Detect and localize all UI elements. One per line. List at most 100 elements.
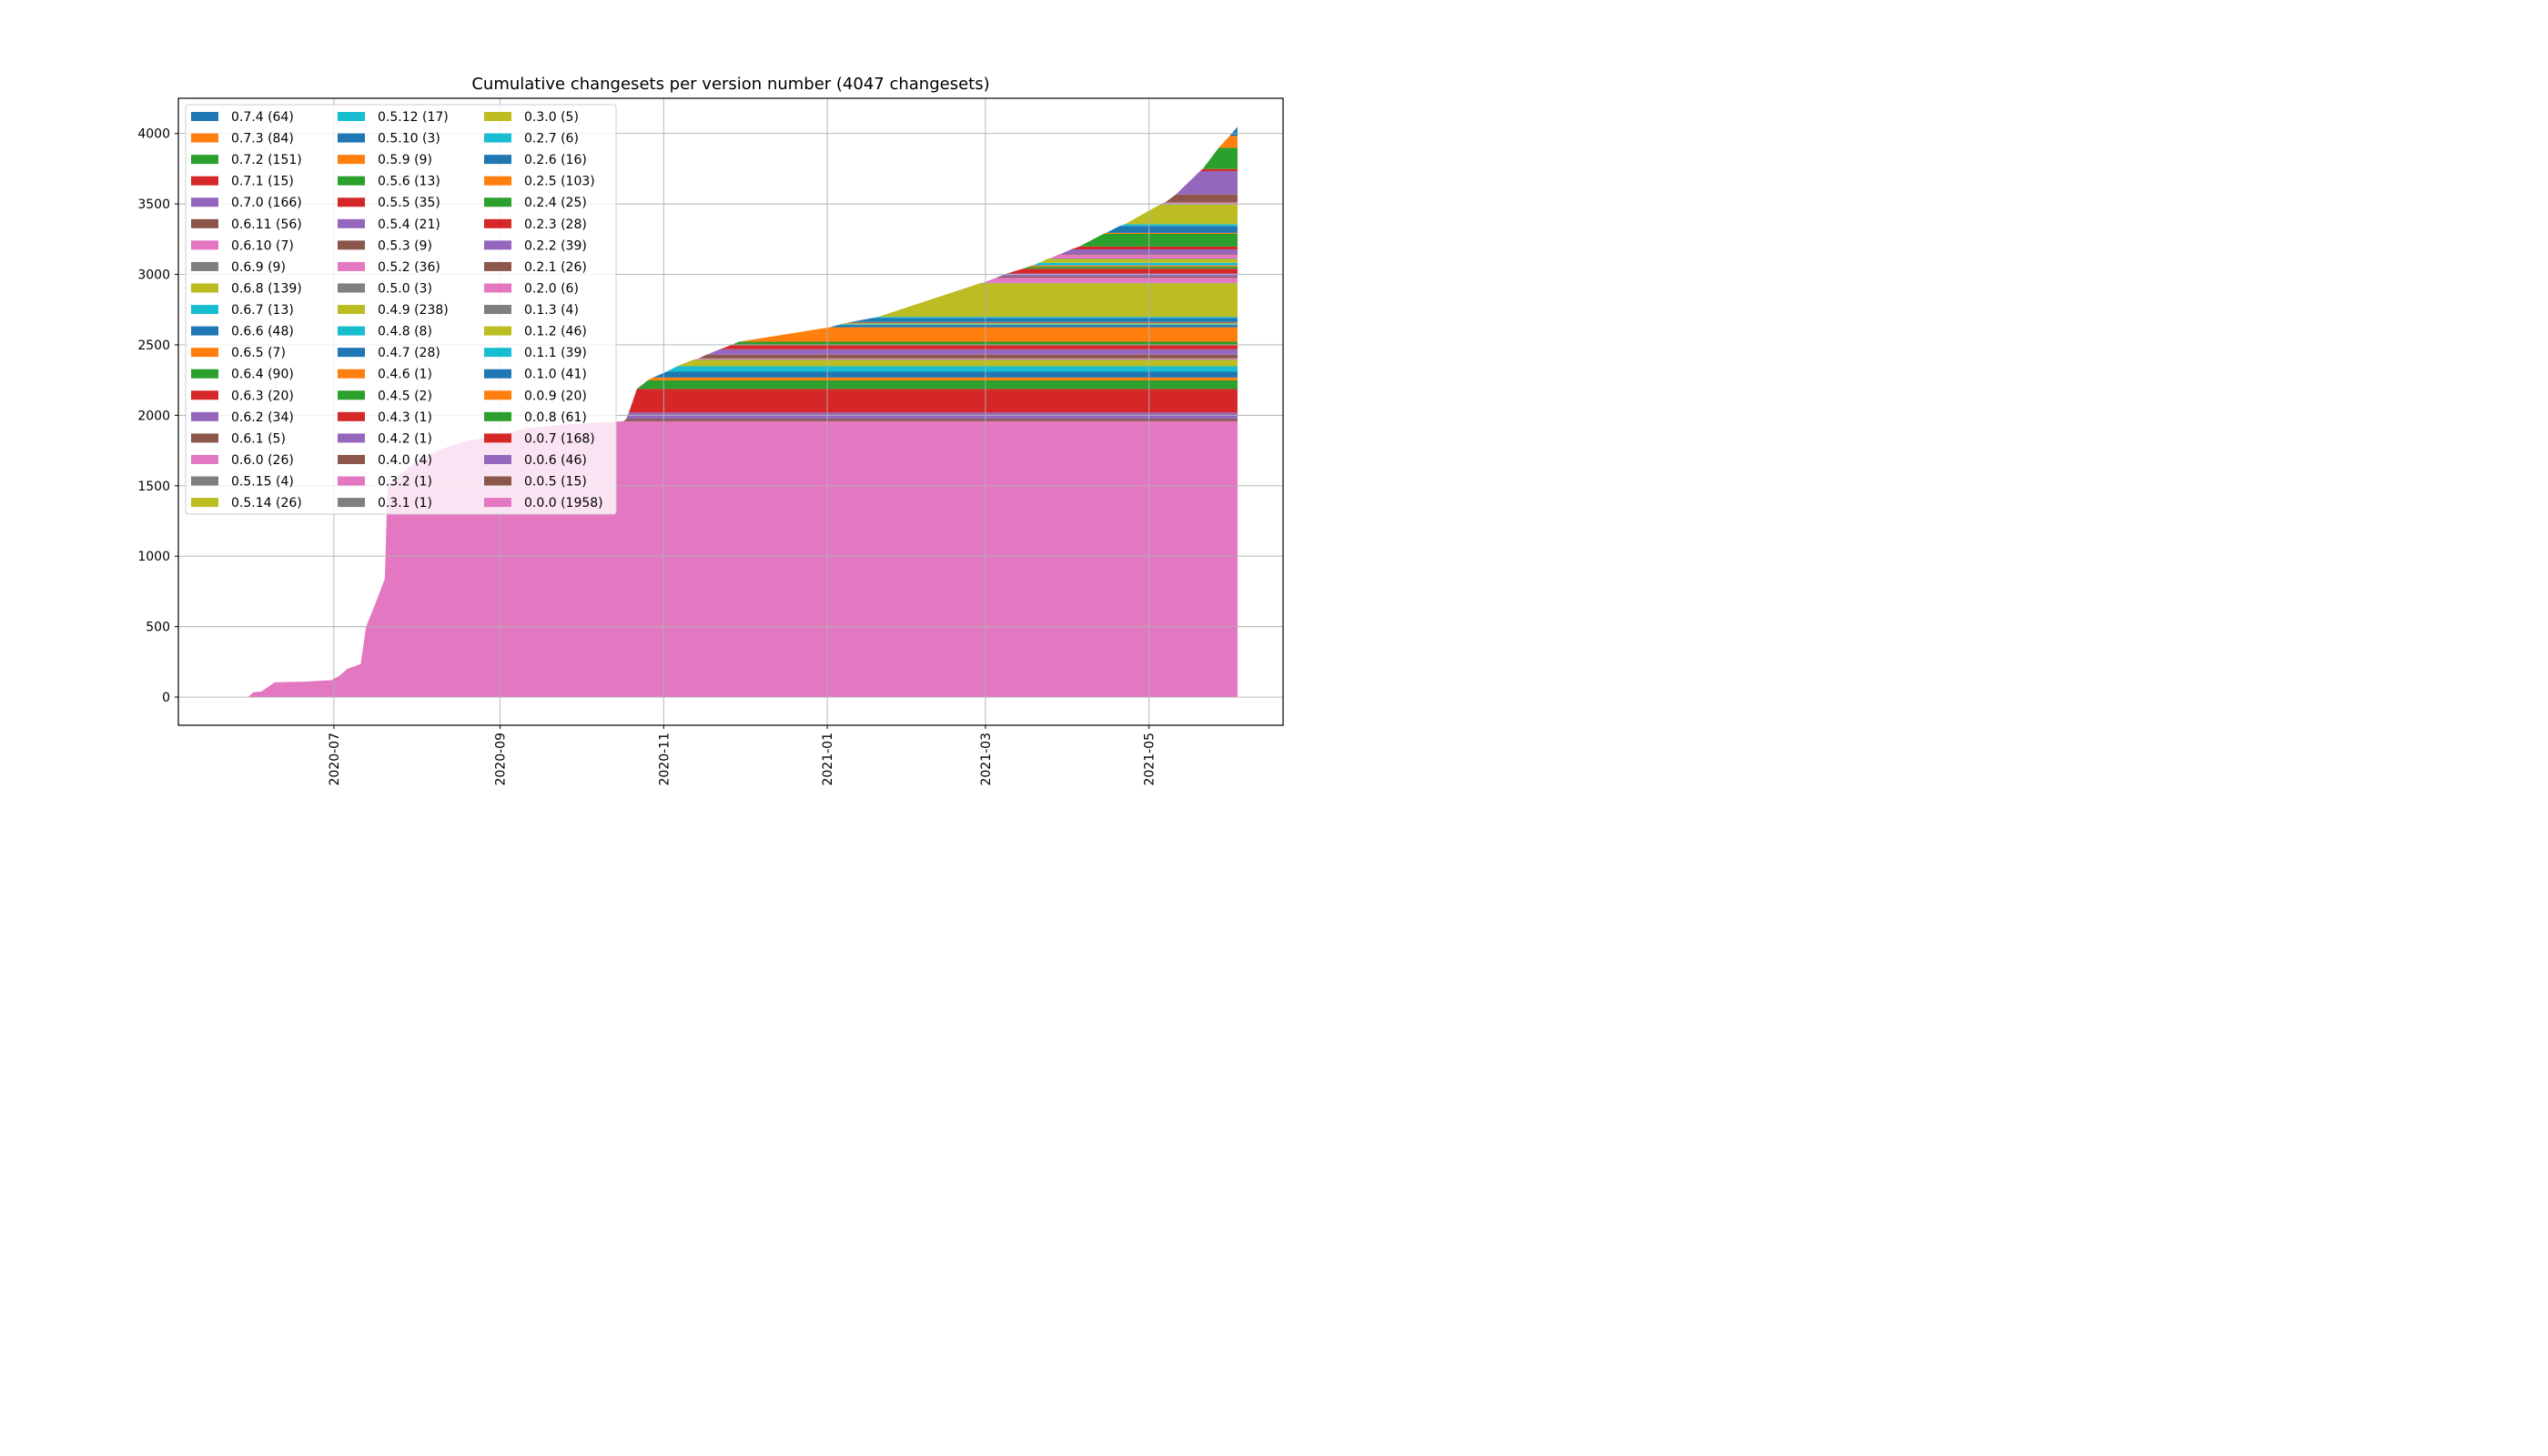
legend-label: 0.5.15 (4): [231, 475, 294, 490]
x-tick-label: 2020-11: [657, 733, 672, 786]
legend-label: 0.4.2 (1): [378, 431, 432, 446]
legend-swatch: [338, 305, 365, 315]
legend-swatch: [191, 176, 218, 186]
legend-label: 0.0.9 (20): [524, 389, 587, 403]
area-series-0.6.11: [1162, 194, 1238, 204]
legend-label: 0.5.9 (9): [378, 153, 432, 167]
legend-swatch: [484, 283, 511, 293]
legend-swatch: [191, 411, 218, 421]
legend-label: 0.5.2 (36): [378, 260, 440, 275]
legend-swatch: [191, 390, 218, 400]
legend-swatch: [338, 176, 365, 186]
legend-label: 0.5.10 (3): [378, 132, 440, 147]
legend-label: 0.6.11 (56): [231, 217, 302, 232]
area-series-0.5.12: [1031, 262, 1238, 266]
legend-swatch: [338, 454, 365, 464]
area-series-0.6.7: [1117, 224, 1238, 228]
area-series-0.0.6: [623, 412, 1238, 421]
area-series-0.7.2: [1199, 147, 1238, 172]
legend-label: 0.5.14 (26): [231, 496, 302, 511]
legend-swatch: [191, 348, 218, 358]
legend-swatch: [191, 369, 218, 379]
legend-label: 0.2.7 (6): [524, 132, 579, 147]
legend-swatch: [191, 498, 218, 508]
y-tick-label: 2500: [137, 339, 170, 353]
x-tick-label: 2021-05: [1143, 733, 1158, 786]
legend-swatch: [191, 433, 218, 443]
area-series-0.5.2: [980, 278, 1238, 284]
area-series-0.2.6: [827, 325, 1238, 329]
legend-label: 0.2.0 (6): [524, 281, 579, 296]
legend-swatch: [338, 112, 365, 121]
legend-swatch: [484, 176, 511, 186]
legend-swatch: [484, 476, 511, 486]
legend-swatch: [484, 348, 511, 358]
area-series-0.6.1: [1055, 254, 1238, 257]
area-series-0.6.6: [1103, 226, 1238, 234]
area-series-0.1.1: [663, 366, 1238, 373]
legend-swatch: [338, 240, 365, 250]
legend-label: 0.6.8 (139): [231, 281, 302, 296]
legend-swatch: [484, 390, 511, 400]
legend-swatch: [338, 326, 365, 336]
area-series-0.3.0: [837, 323, 1238, 326]
legend-swatch: [484, 326, 511, 336]
legend-swatch: [191, 112, 218, 121]
legend-label: 0.2.1 (26): [524, 260, 587, 275]
area-series-0.5.5: [1004, 268, 1238, 275]
legend-swatch: [338, 476, 365, 486]
x-tick-label: 2020-09: [494, 733, 509, 786]
area-series-0.3.1: [840, 323, 1238, 325]
area-series-0.6.3: [1068, 246, 1238, 251]
legend-label: 0.7.3 (84): [231, 132, 294, 147]
area-series-0.4.9: [875, 283, 1238, 318]
legend-label: 0.7.0 (166): [231, 196, 302, 210]
legend-label: 0.6.5 (7): [231, 346, 286, 360]
legend-label: 0.6.3 (20): [231, 389, 294, 403]
x-tick-label: 2021-03: [979, 733, 994, 786]
legend-label: 0.7.2 (151): [231, 153, 302, 167]
legend: 0.7.4 (64) 0.7.3 (84) 0.7.2 (151) 0.7.1 (15…: [185, 104, 617, 515]
area-series-0.4.5: [845, 321, 1238, 324]
legend-label: 0.6.1 (5): [231, 431, 286, 446]
area-series-0.5.0: [977, 282, 1238, 285]
legend-swatch: [484, 305, 511, 315]
legend-label: 0.2.3 (28): [524, 217, 587, 232]
y-tick-label: 3500: [137, 197, 170, 212]
area-series-0.6.2: [1057, 248, 1238, 256]
legend-swatch: [338, 390, 365, 400]
area-series-0.7.1: [1197, 168, 1238, 174]
y-tick-label: 2000: [137, 409, 170, 423]
legend-swatch: [338, 218, 365, 228]
y-tick-label: 500: [146, 621, 170, 635]
legend-label: 0.2.6 (16): [524, 153, 587, 167]
legend-swatch: [338, 283, 365, 293]
area-series-0.2.1: [695, 354, 1238, 359]
area-series-0.0.5: [621, 419, 1238, 422]
legend-swatch: [484, 112, 511, 121]
y-tick-label: 3000: [137, 268, 170, 283]
legend-swatch: [191, 240, 218, 250]
legend-swatch: [191, 476, 218, 486]
area-series-0.7.0: [1173, 171, 1238, 197]
legend-label: 0.6.7 (13): [231, 303, 294, 318]
area-series-0.5.3: [993, 276, 1238, 279]
area-series-0.6.5: [1100, 232, 1238, 236]
area-series-0.6.8: [1122, 204, 1238, 226]
legend-label: 0.4.9 (238): [378, 303, 449, 318]
legend-label: 0.4.6 (1): [378, 368, 432, 382]
legend-box: [185, 104, 617, 515]
legend-label: 0.3.2 (1): [378, 475, 432, 490]
area-series-0.4.3: [845, 322, 1238, 324]
legend-label: 0.6.6 (48): [231, 325, 294, 339]
legend-swatch: [484, 498, 511, 508]
legend-swatch: [191, 305, 218, 315]
legend-label: 0.3.1 (1): [378, 496, 432, 511]
legend-swatch: [338, 348, 365, 358]
legend-label: 0.4.0 (4): [378, 453, 432, 468]
legend-label: 0.1.0 (41): [524, 368, 587, 382]
area-series-0.2.2: [703, 349, 1238, 357]
plot-frame: [177, 97, 1284, 726]
legend-swatch: [191, 283, 218, 293]
legend-label: 0.4.3 (1): [378, 410, 432, 425]
